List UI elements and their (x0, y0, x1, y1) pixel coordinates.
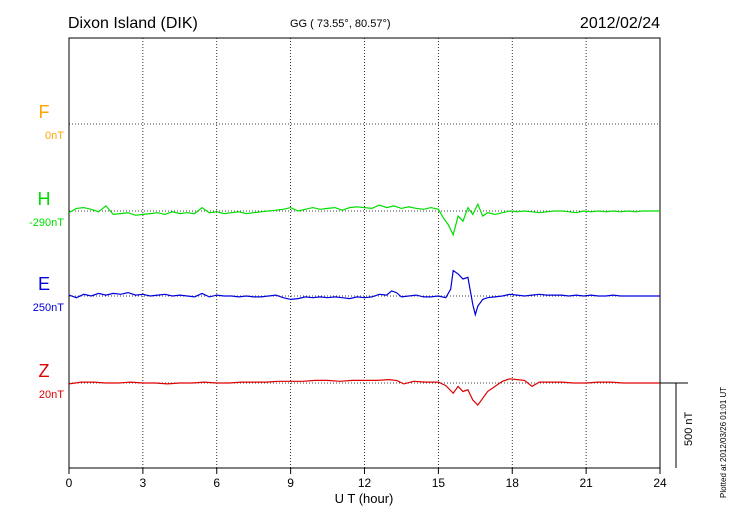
series-offset-h: -290nT (29, 217, 64, 229)
series-name-h: H (38, 189, 51, 209)
x-tick-label: 18 (506, 476, 520, 490)
series-name-z: Z (39, 361, 50, 381)
series-name-e: E (38, 274, 50, 294)
scale-bar-label: 500 nT (683, 411, 695, 446)
series-traces (68, 202, 660, 407)
scale-bar: 500 nT (660, 382, 695, 468)
x-tick-label: 12 (358, 476, 372, 490)
series-offset-e: 250nT (33, 302, 64, 314)
series-offset-f: 0nT (45, 130, 64, 142)
series-line-z (68, 378, 660, 407)
x-axis-ticks: 0 3 6 9 12 15 18 21 24 (66, 468, 667, 490)
plotted-timestamp: Plotted at 2012/03/26 01:01 UT (719, 387, 728, 498)
x-tick-label: 15 (432, 476, 446, 490)
x-tick-label: 6 (213, 476, 220, 490)
x-tick-label: 24 (653, 476, 667, 490)
series-line-e (68, 269, 660, 318)
x-tick-label: 21 (579, 476, 593, 490)
x-tick-label: 3 (140, 476, 147, 490)
series-offset-z: 20nT (39, 389, 64, 401)
series-line-h (68, 202, 660, 237)
series-labels: F 0nT H -290nT E 250nT Z 20nT (29, 102, 64, 401)
x-tick-label: 9 (287, 476, 294, 490)
station-coords: GG ( 73.55°, 80.57°) (290, 18, 391, 30)
series-name-f: F (39, 102, 50, 122)
plot-frame (68, 37, 661, 469)
chart-date: 2012/02/24 (580, 15, 660, 32)
chart-title: Dixon Island (DIK) (68, 15, 198, 32)
x-axis-label: U T (hour) (335, 491, 394, 506)
x-tick-label: 0 (66, 476, 73, 490)
grid-lines (69, 38, 660, 468)
